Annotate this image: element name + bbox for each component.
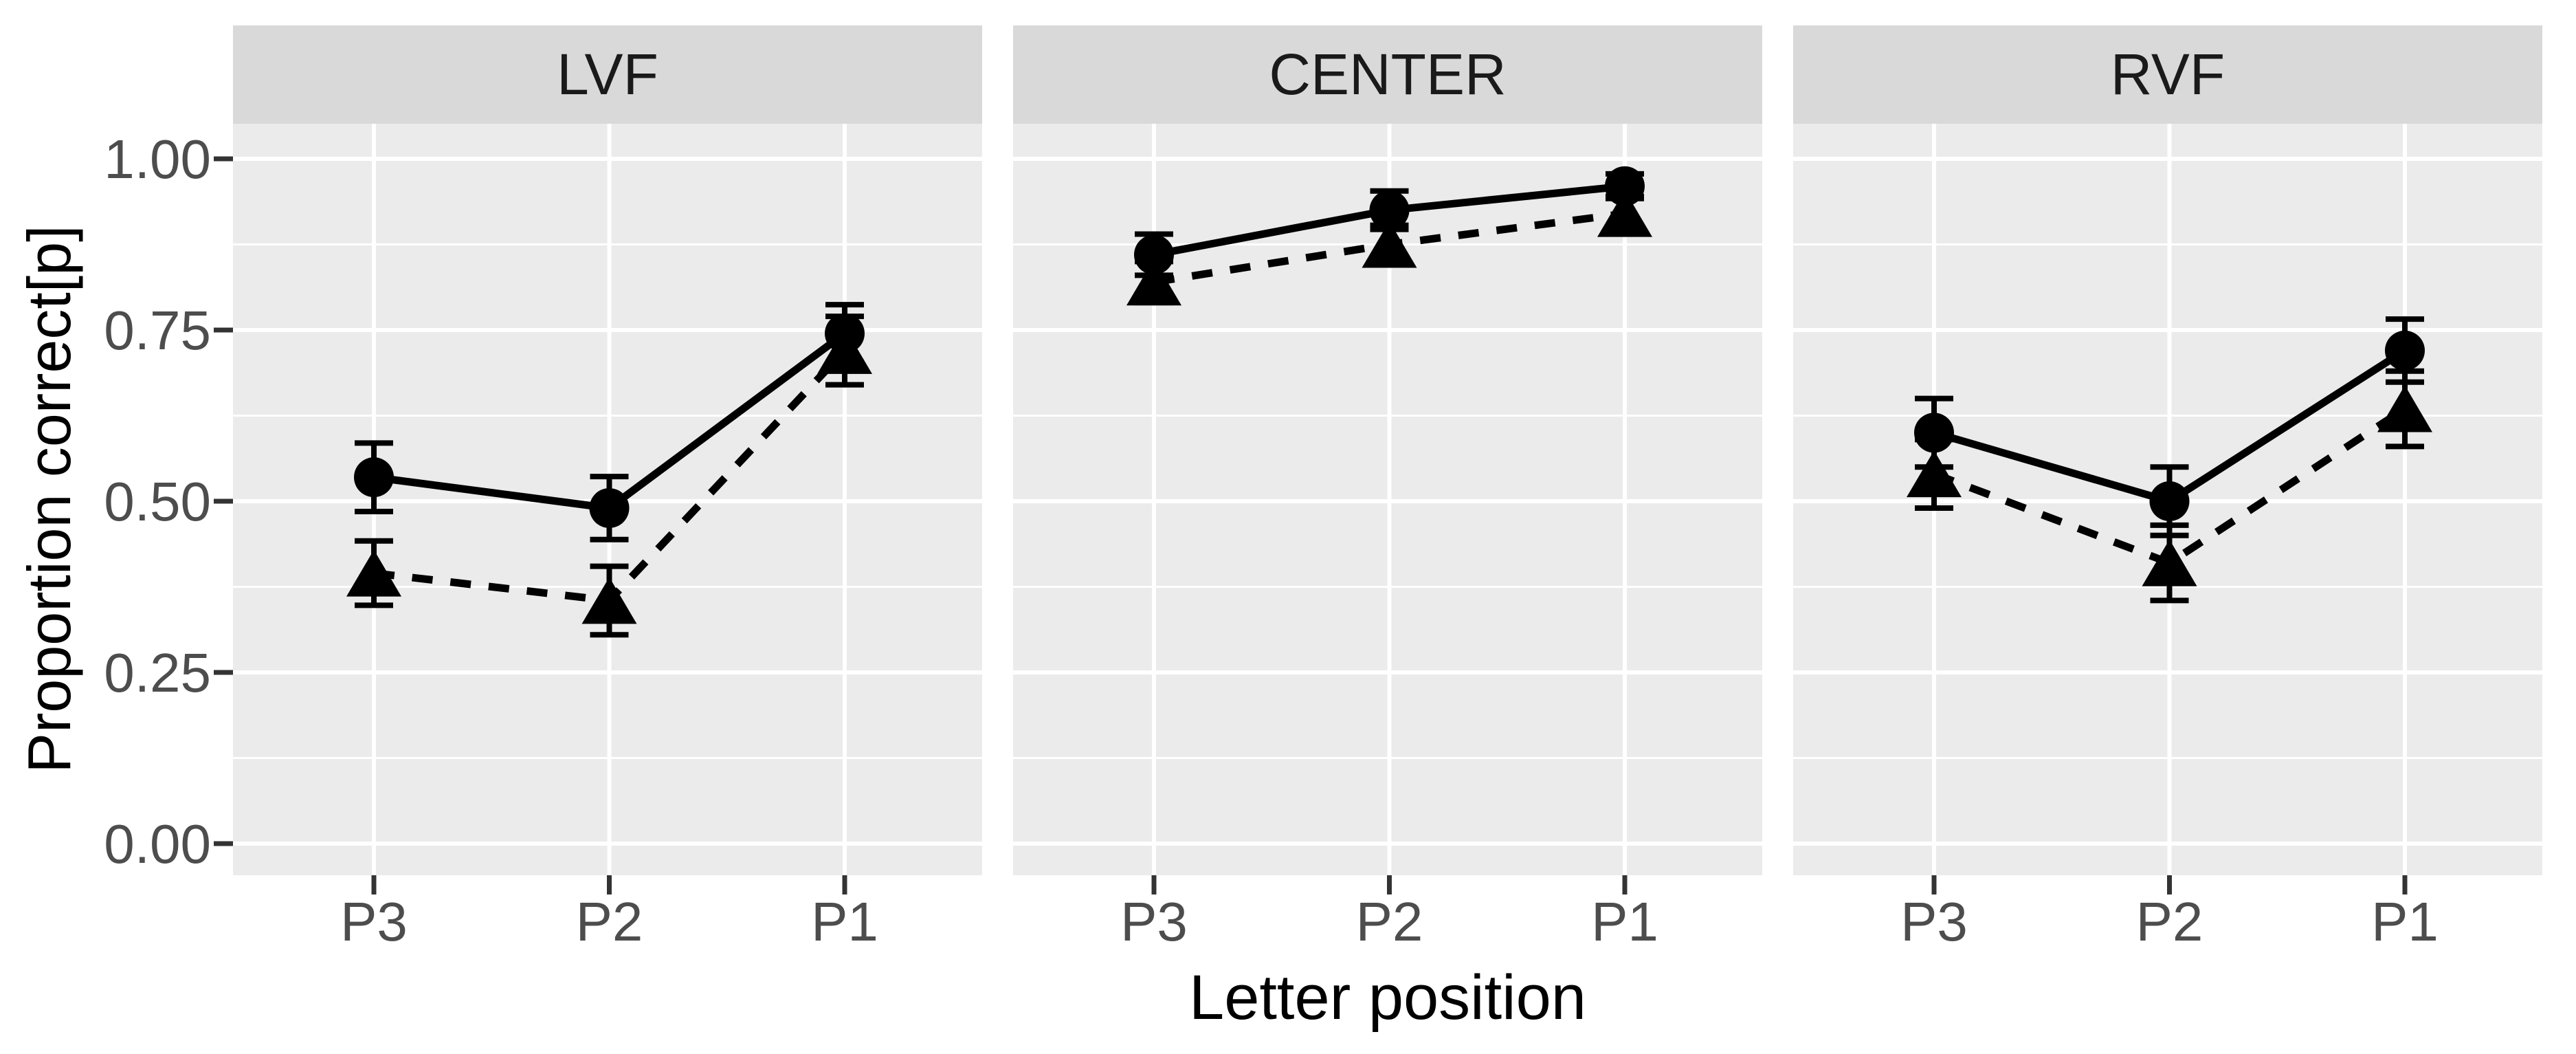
y-tick-label: 0.50 [104,471,211,532]
marker-triangle [1907,450,1962,498]
x-tick-label: P3 [340,891,408,952]
y-tick-label: 1.00 [104,129,211,190]
marker-triangle [2377,385,2432,432]
x-tick-label: P2 [2136,891,2203,952]
series-line-dashed [1933,405,2408,567]
facet-strip [1013,25,1762,124]
marker-circle [2385,330,2425,371]
x-tick-label: P1 [2371,891,2439,952]
x-tick-label: P1 [1591,891,1658,952]
marker-triangle [1597,190,1652,237]
marker-triangle [346,549,401,597]
marker-circle [1134,234,1174,275]
marker-triangle [1126,259,1181,306]
y-tick-label: 0.75 [104,300,211,361]
marker-circle [1369,190,1410,230]
facet-strip [233,25,982,124]
x-tick-label: P2 [576,891,643,952]
x-tick-label: P3 [1900,891,1968,952]
marker-triangle [1362,221,1417,268]
marker-circle [2149,481,2190,521]
facet-strip-label-center: CENTER [1269,42,1507,107]
marker-triangle [817,327,872,374]
facet-strip [1793,25,2542,124]
marker-circle [589,487,630,528]
facet-strip-label-rvf: RVF [2110,42,2225,107]
marker-triangle [581,577,637,624]
y-axis-title: Proportion correct[p] [15,225,83,773]
marker-circle [1914,413,1954,453]
x-tick-label: P3 [1120,891,1188,952]
x-tick-label: P1 [811,891,878,952]
marker-triangle [2142,539,2197,586]
marker-circle [354,457,394,498]
y-tick-label: 0.25 [104,642,211,703]
facet-strip-label-lvf: LVF [557,42,658,107]
x-tick-label: P2 [1356,891,1423,952]
x-axis-title: Letter position [1189,963,1586,1033]
y-tick-label: 0.00 [104,813,211,875]
